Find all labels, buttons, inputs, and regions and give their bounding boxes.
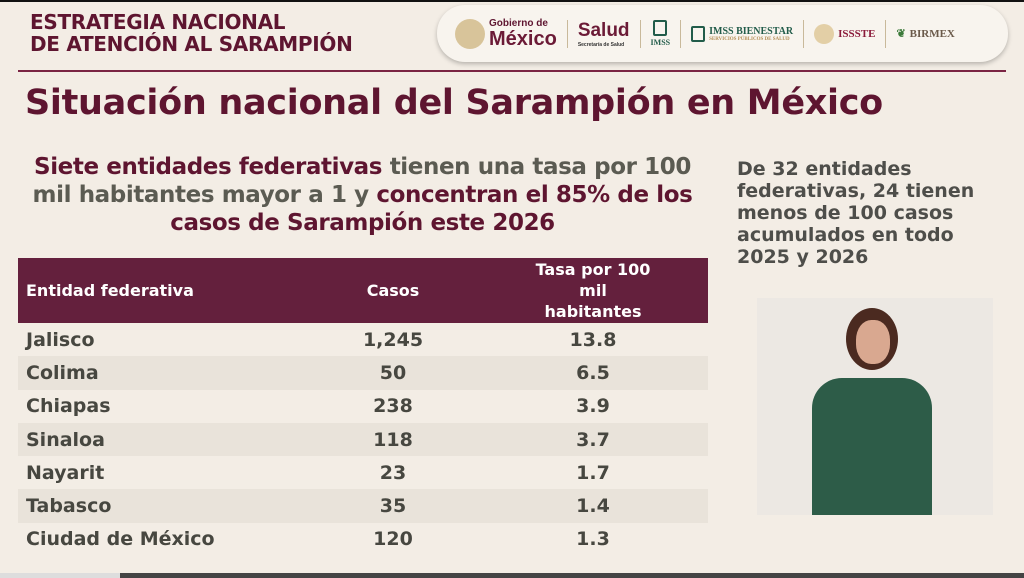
header-entidad: Entidad federativa	[18, 258, 308, 323]
issste-text: ISSSTE	[838, 27, 876, 40]
cell-casos: 118	[308, 422, 478, 457]
divider	[680, 19, 682, 48]
divider	[639, 19, 641, 48]
table-row: Sinaloa 118 3.7	[18, 422, 708, 457]
table-row: Tabasco 35 1.4	[18, 489, 708, 523]
national-seal-icon	[455, 18, 485, 49]
top-strip	[0, 0, 1024, 2]
issste-logo: ISSSTE	[814, 23, 876, 44]
imss-bienestar-sub: SERVICIOS PÚBLICOS DE SALUD	[709, 36, 790, 42]
subtitle: Siete entidades federativas tienen una t…	[30, 153, 695, 237]
cell-casos: 50	[308, 356, 478, 390]
cell-casos: 120	[373, 528, 413, 551]
sign-language-interpreter-video	[757, 298, 993, 515]
cell-tasa: 1.3	[576, 528, 610, 551]
subtitle-highlight-1: Siete entidades federativas	[34, 154, 383, 180]
page-title: Situación nacional del Sarampión en Méxi…	[25, 83, 883, 123]
gob-big: México	[489, 27, 557, 50]
cell-tasa: 3.7	[478, 422, 708, 457]
salud-text: Salud	[577, 19, 630, 41]
gob-small: Gobierno de	[489, 17, 548, 29]
cell-entidad: Colima	[18, 356, 308, 390]
interpreter-face	[856, 320, 890, 364]
divider	[885, 19, 887, 48]
brand-line-1: ESTRATEGIA NACIONAL	[30, 10, 286, 34]
salud-logo: Salud Secretaría de Salud	[578, 20, 630, 48]
header-divider	[18, 70, 1006, 72]
cell-tasa: 3.9	[576, 395, 610, 418]
table-row: Nayarit 23 1.7	[18, 456, 708, 489]
imss-logo: IMSS	[650, 20, 671, 47]
gobierno-mexico-logo: Gobierno de México	[455, 17, 557, 50]
cell-casos: 35	[308, 489, 478, 523]
brand-line-2: DE ATENCIÓN AL SARAMPIÓN	[30, 32, 353, 56]
cell-entidad: Jalisco	[26, 328, 95, 351]
cell-tasa: 1.4	[478, 489, 708, 523]
imss-bienestar-text: IMSS BIENESTAR	[709, 25, 794, 37]
table-row: Ciudad de México 120 1.3	[18, 523, 708, 556]
side-note: De 32 entidades federativas, 24 tienen m…	[737, 158, 975, 268]
divider	[566, 19, 568, 48]
imss-bienestar-icon	[691, 25, 706, 42]
cell-casos: 23	[379, 461, 407, 484]
interpreter	[812, 306, 932, 515]
header-casos: Casos	[308, 258, 478, 323]
cell-tasa: 13.8	[569, 328, 617, 351]
cell-entidad: Chiapas	[26, 395, 111, 418]
birmex-leaf-icon: ❦	[896, 28, 906, 40]
cases-table: Entidad federativa Casos Tasa por 100 mi…	[18, 258, 708, 556]
cell-entidad: Nayarit	[26, 461, 105, 484]
imss-bienestar-logo: IMSS BIENESTAR SERVICIOS PÚBLICOS DE SALU…	[691, 25, 794, 42]
cell-entidad: Ciudad de México	[26, 528, 215, 551]
cell-casos: 238	[373, 395, 413, 418]
cell-casos: 1,245	[362, 328, 424, 351]
cell-entidad: Tabasco	[18, 489, 308, 523]
interpreter-body	[812, 378, 932, 515]
table-row: Jalisco 1,245 13.8	[18, 323, 708, 356]
table-row: Colima 50 6.5	[18, 356, 708, 390]
cell-entidad: Sinaloa	[18, 422, 308, 457]
subtitle-plain: tienen una tasa por 100 mil habitantes m…	[32, 154, 692, 208]
birmex-text: BIRMEX	[909, 27, 955, 40]
issste-icon	[814, 23, 835, 44]
salud-sub: Secretaría de Salud	[577, 41, 625, 48]
cell-tasa: 6.5	[478, 356, 708, 390]
header-tasa: Tasa por 100 mil habitantes	[478, 258, 708, 323]
subtitle-highlight-2: concentran el 85% de los casos de Saramp…	[170, 182, 693, 236]
video-progress-bar[interactable]	[0, 573, 1024, 578]
institution-logos-bar: Gobierno de México Salud Secretaría de Sal…	[437, 5, 1008, 62]
imss-text: IMSS	[650, 38, 671, 47]
cell-tasa: 1.7	[576, 461, 610, 484]
divider	[803, 19, 805, 48]
campaign-brand: ESTRATEGIA NACIONAL DE ATENCIÓN AL SARAM…	[30, 11, 353, 55]
table-row: Chiapas 238 3.9	[18, 390, 708, 423]
birmex-logo: ❦ BIRMEX	[896, 27, 955, 41]
imss-icon	[653, 20, 668, 36]
video-progress-fill	[0, 573, 120, 578]
